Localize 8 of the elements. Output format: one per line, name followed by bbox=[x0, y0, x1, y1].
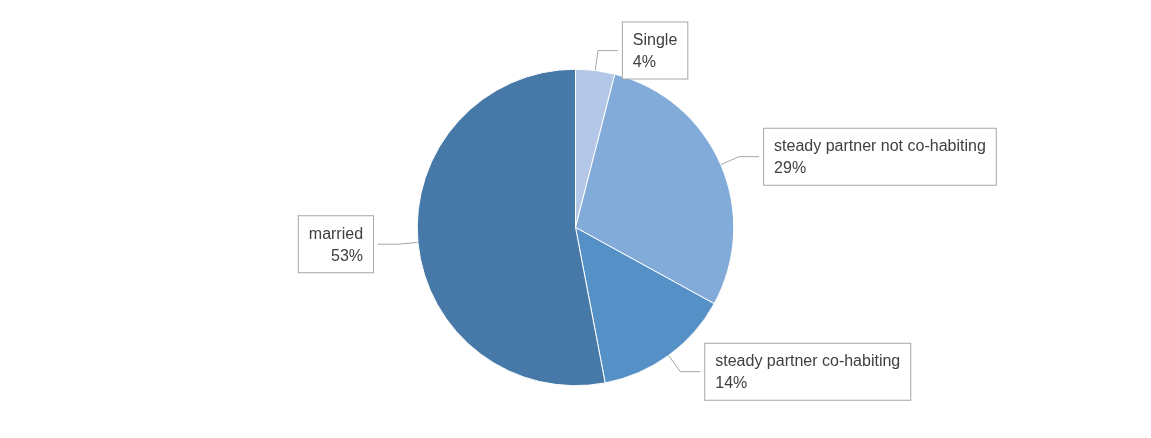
slice-label: steady partner co-habiting bbox=[715, 352, 901, 370]
data-label: 4% bbox=[632, 53, 656, 71]
data-label: 53% bbox=[331, 246, 364, 264]
slice-label: Single bbox=[632, 31, 678, 49]
slice-label: steady partner not co-habiting bbox=[774, 137, 986, 155]
slice-label: married bbox=[308, 224, 364, 242]
data-label: 29% bbox=[774, 159, 807, 177]
data-label: 14% bbox=[715, 374, 748, 392]
